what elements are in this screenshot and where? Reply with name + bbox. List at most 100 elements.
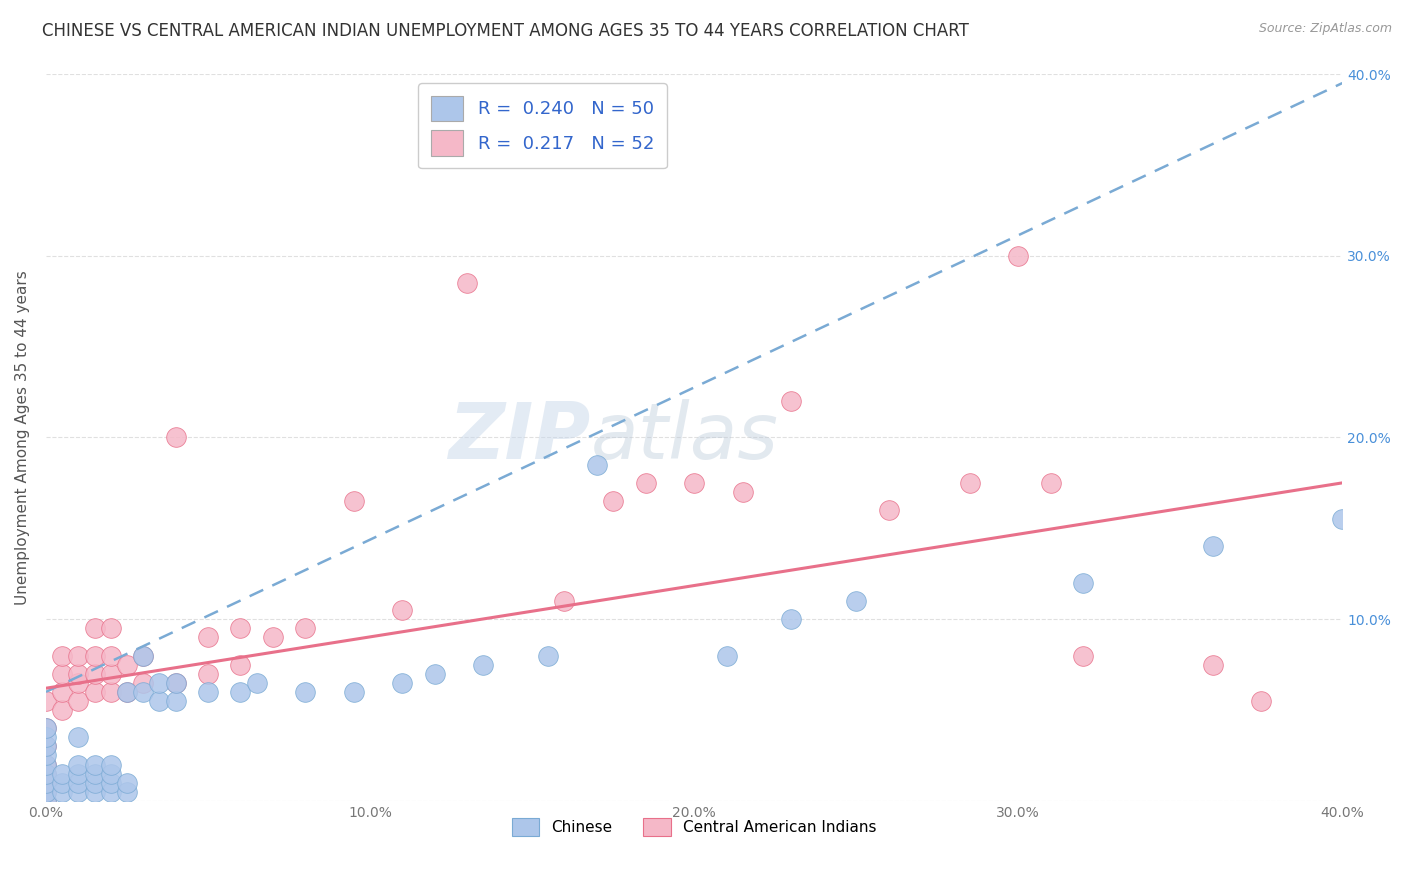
Point <box>100 785 122 799</box>
Point <box>229 685 252 699</box>
Point <box>391 603 413 617</box>
Point <box>148 675 170 690</box>
Point <box>132 675 155 690</box>
Point <box>780 612 803 626</box>
Point <box>683 475 706 490</box>
Point <box>229 657 252 672</box>
Point <box>343 494 366 508</box>
Point <box>51 648 73 663</box>
Point <box>83 621 105 635</box>
Point <box>1250 694 1272 708</box>
Point <box>537 648 560 663</box>
Text: CHINESE VS CENTRAL AMERICAN INDIAN UNEMPLOYMENT AMONG AGES 35 TO 44 YEARS CORREL: CHINESE VS CENTRAL AMERICAN INDIAN UNEMP… <box>42 22 969 40</box>
Point <box>148 694 170 708</box>
Point <box>51 766 73 780</box>
Text: atlas: atlas <box>591 400 779 475</box>
Point <box>35 739 58 754</box>
Point <box>115 775 138 789</box>
Point <box>100 685 122 699</box>
Point <box>165 430 187 444</box>
Point <box>115 685 138 699</box>
Point <box>634 475 657 490</box>
Point <box>959 475 981 490</box>
Point <box>83 648 105 663</box>
Point <box>165 694 187 708</box>
Point <box>35 739 58 754</box>
Point <box>83 666 105 681</box>
Point <box>35 785 58 799</box>
Point <box>132 685 155 699</box>
Point <box>553 594 575 608</box>
Point <box>845 594 868 608</box>
Point <box>229 621 252 635</box>
Text: Source: ZipAtlas.com: Source: ZipAtlas.com <box>1258 22 1392 36</box>
Point <box>100 648 122 663</box>
Point <box>67 675 90 690</box>
Point <box>35 794 58 808</box>
Point <box>67 731 90 745</box>
Point <box>472 657 495 672</box>
Point <box>1201 540 1223 554</box>
Point <box>100 621 122 635</box>
Point <box>716 648 738 663</box>
Point <box>67 757 90 772</box>
Point <box>35 775 58 789</box>
Point <box>391 675 413 690</box>
Point <box>35 694 58 708</box>
Point <box>115 685 138 699</box>
Point <box>67 766 90 780</box>
Point <box>1007 249 1029 263</box>
Point <box>165 675 187 690</box>
Point <box>877 503 900 517</box>
Point <box>780 394 803 409</box>
Point <box>83 757 105 772</box>
Point <box>1071 648 1094 663</box>
Point <box>35 757 58 772</box>
Point <box>35 766 58 780</box>
Point <box>115 785 138 799</box>
Y-axis label: Unemployment Among Ages 35 to 44 years: Unemployment Among Ages 35 to 44 years <box>15 270 30 605</box>
Point <box>100 766 122 780</box>
Point <box>602 494 624 508</box>
Point <box>35 721 58 735</box>
Point <box>67 694 90 708</box>
Point <box>132 648 155 663</box>
Text: ZIP: ZIP <box>449 400 591 475</box>
Legend: Chinese, Central American Indians: Chinese, Central American Indians <box>505 810 884 844</box>
Point <box>731 485 754 500</box>
Point <box>51 775 73 789</box>
Point <box>35 748 58 763</box>
Point <box>51 685 73 699</box>
Point <box>132 648 155 663</box>
Point <box>35 775 58 789</box>
Point <box>294 685 316 699</box>
Point <box>115 657 138 672</box>
Point <box>67 648 90 663</box>
Point <box>83 775 105 789</box>
Point <box>67 775 90 789</box>
Point <box>100 757 122 772</box>
Point <box>51 785 73 799</box>
Point <box>67 785 90 799</box>
Point <box>35 757 58 772</box>
Point <box>343 685 366 699</box>
Point <box>456 276 478 290</box>
Point <box>35 785 58 799</box>
Point <box>83 766 105 780</box>
Point <box>1039 475 1062 490</box>
Point <box>35 731 58 745</box>
Point <box>51 666 73 681</box>
Point <box>262 631 284 645</box>
Point <box>83 685 105 699</box>
Point <box>51 703 73 717</box>
Point <box>246 675 269 690</box>
Point <box>83 785 105 799</box>
Point <box>423 666 446 681</box>
Point <box>165 675 187 690</box>
Point <box>294 621 316 635</box>
Point <box>35 766 58 780</box>
Point <box>67 666 90 681</box>
Point <box>197 685 219 699</box>
Point <box>197 631 219 645</box>
Point <box>35 721 58 735</box>
